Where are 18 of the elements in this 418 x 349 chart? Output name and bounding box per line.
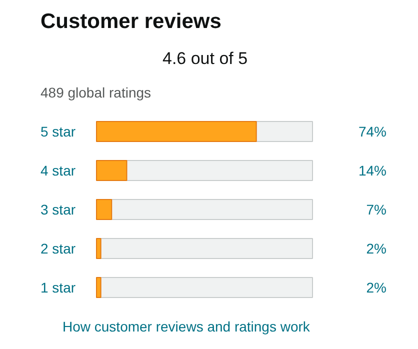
chart-title: Customer reviews (40, 10, 222, 33)
data-label: 14% (358, 162, 387, 178)
data-label: 2% (366, 280, 386, 296)
text: 4.6 out of 5 (162, 49, 248, 68)
bar (96, 199, 112, 220)
data-label: 74% (358, 124, 387, 140)
y-tick-label: 4 star (40, 162, 76, 178)
data-label: 2% (366, 240, 386, 256)
y-tick-label: 3 star (40, 202, 76, 218)
chart-subtitle: 489 global ratings (40, 84, 152, 100)
y-tick-label: 5 star (40, 124, 76, 140)
bar (96, 277, 102, 298)
y-tick-label: 2 star (40, 240, 76, 256)
data-label: 7% (366, 202, 386, 218)
y-tick-label: 1 star (40, 280, 76, 296)
bar (96, 238, 102, 259)
text: How customer reviews and ratings work (62, 318, 311, 334)
bar (96, 160, 128, 181)
